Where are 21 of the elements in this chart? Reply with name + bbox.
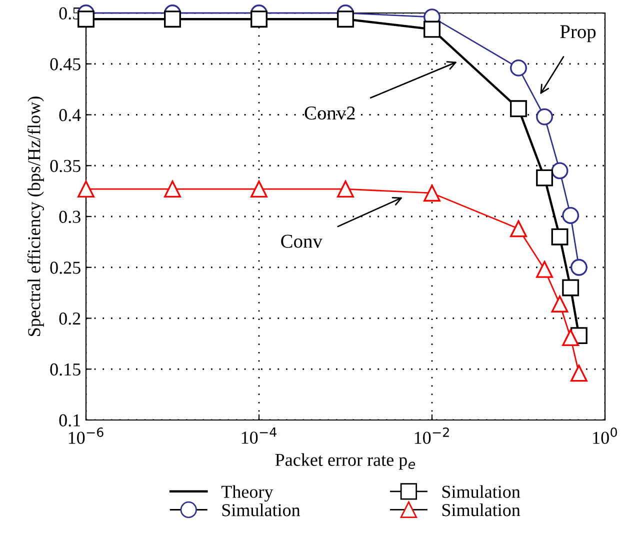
annotation: Conv2 xyxy=(304,106,355,120)
annotation: Conv xyxy=(281,234,322,248)
x-tick-label: 10$^{−4}$ xyxy=(242,427,276,444)
x-axis-title: Packet error rate p$_{e}$ xyxy=(275,453,416,470)
y-tick-label: 0.25 xyxy=(50,262,80,274)
x-tick-label: 10$^{−6}$ xyxy=(68,427,104,444)
y-tick-label: 0.4 xyxy=(59,109,81,122)
y-tick-label: 0.2 xyxy=(59,312,80,325)
annotation: Prop xyxy=(560,25,596,42)
y-tick-label: 0.45 xyxy=(50,58,80,70)
x-tick-label: 10$^{−2}$ xyxy=(414,427,449,444)
y-axis-title: Spectral efficiency (bps/Hz/flow) xyxy=(27,96,44,336)
legend-label: Theory xyxy=(221,485,274,502)
y-tick-label: 0.3 xyxy=(59,210,80,224)
legend-label: Simulation xyxy=(222,504,300,516)
y-tick-label: 0.1 xyxy=(59,414,80,427)
y-tick-label: 0.35 xyxy=(50,160,80,172)
legend-label: Simulation xyxy=(442,485,520,498)
y-tick-label: 0.15 xyxy=(50,363,80,376)
legend-label: Simulation xyxy=(442,503,520,516)
x-tick-label: 10$^{0}$ xyxy=(593,427,617,444)
